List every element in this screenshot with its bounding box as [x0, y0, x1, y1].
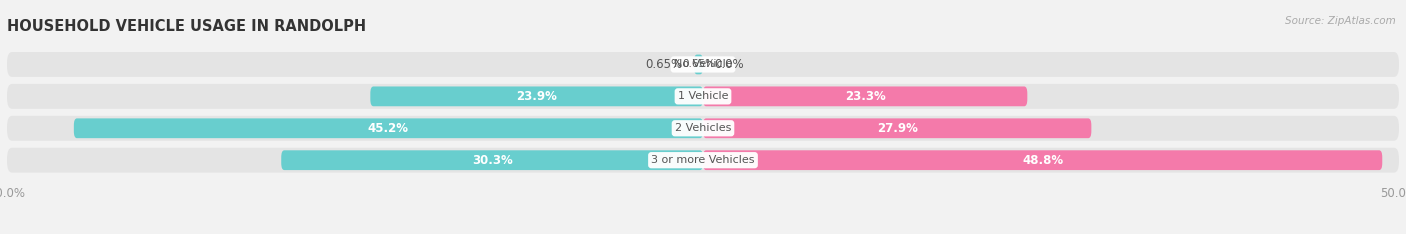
Text: 0.65%: 0.65%: [682, 59, 716, 69]
Text: 23.3%: 23.3%: [845, 90, 886, 103]
Text: 0.65%: 0.65%: [645, 58, 683, 71]
FancyBboxPatch shape: [75, 118, 703, 138]
FancyBboxPatch shape: [7, 52, 1399, 77]
Text: HOUSEHOLD VEHICLE USAGE IN RANDOLPH: HOUSEHOLD VEHICLE USAGE IN RANDOLPH: [7, 19, 366, 34]
Text: 0.0%: 0.0%: [714, 58, 744, 71]
FancyBboxPatch shape: [7, 84, 1399, 109]
Text: 3 or more Vehicles: 3 or more Vehicles: [651, 155, 755, 165]
FancyBboxPatch shape: [703, 87, 1028, 106]
Text: 45.2%: 45.2%: [368, 122, 409, 135]
Text: 30.3%: 30.3%: [472, 154, 513, 167]
Text: No Vehicle: No Vehicle: [673, 59, 733, 69]
FancyBboxPatch shape: [370, 87, 703, 106]
FancyBboxPatch shape: [703, 150, 1382, 170]
Text: Source: ZipAtlas.com: Source: ZipAtlas.com: [1285, 16, 1396, 26]
Text: 2 Vehicles: 2 Vehicles: [675, 123, 731, 133]
Text: 48.8%: 48.8%: [1022, 154, 1063, 167]
FancyBboxPatch shape: [7, 148, 1399, 173]
FancyBboxPatch shape: [703, 118, 1091, 138]
Text: 27.9%: 27.9%: [877, 122, 918, 135]
Legend: Owner-occupied, Renter-occupied: Owner-occupied, Renter-occupied: [579, 231, 827, 234]
Text: 1 Vehicle: 1 Vehicle: [678, 91, 728, 101]
Text: 23.9%: 23.9%: [516, 90, 557, 103]
FancyBboxPatch shape: [695, 55, 703, 74]
FancyBboxPatch shape: [7, 116, 1399, 141]
FancyBboxPatch shape: [281, 150, 703, 170]
